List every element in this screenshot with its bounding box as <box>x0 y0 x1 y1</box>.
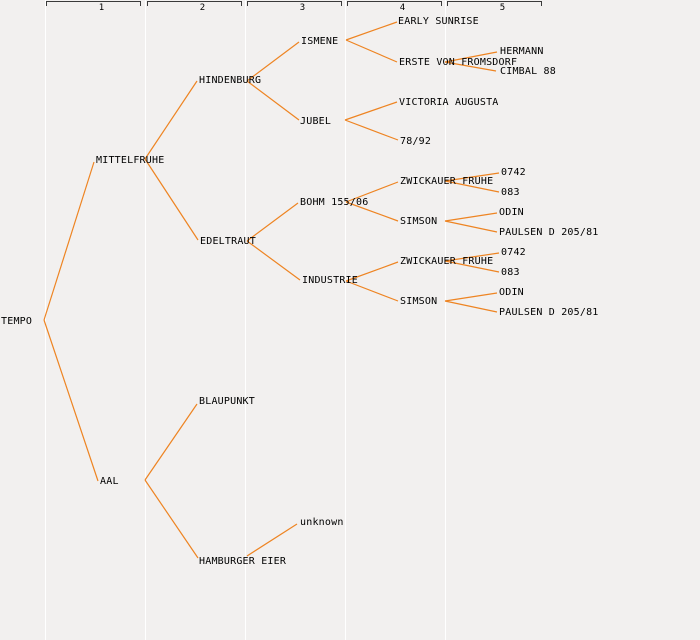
column-gridline-2 <box>145 0 146 640</box>
generation-bracket-2: 2 <box>147 1 242 13</box>
tree-node-zwickauer-fruhe-1[interactable]: ZWICKAUER FRUHE <box>400 176 494 187</box>
tree-node-odin-1[interactable]: ODIN <box>499 207 524 218</box>
pedigree-line <box>345 39 398 63</box>
pedigree-line <box>444 300 498 313</box>
tree-node-erste-von-fromsdorf[interactable]: ERSTE VON FROMSDORF <box>399 57 518 68</box>
pedigree-line <box>444 292 498 302</box>
pedigree-line <box>345 21 398 41</box>
pedigree-line <box>43 319 99 482</box>
tree-node-78-92[interactable]: 78/92 <box>400 136 432 147</box>
generation-number: 1 <box>98 3 105 13</box>
pedigree-line <box>43 161 95 321</box>
pedigree-line <box>144 80 198 160</box>
tree-node-unknown: unknown <box>300 517 344 528</box>
generation-number: 3 <box>299 3 306 13</box>
pedigree-line <box>144 479 199 559</box>
generation-bracket-3: 3 <box>247 1 342 13</box>
tree-node-early-sunrise[interactable]: EARLY SUNRISE <box>398 16 479 27</box>
tree-node-simson-1[interactable]: SIMSON <box>400 216 438 227</box>
column-gridline-5 <box>445 0 446 640</box>
tree-node-mittelfruhe[interactable]: MITTELFRUHE <box>96 155 165 166</box>
tree-node-cimbal-88[interactable]: CIMBAL 88 <box>500 66 556 77</box>
tree-node-tempo[interactable]: TEMPO <box>1 316 33 327</box>
tree-node-simson-2[interactable]: SIMSON <box>400 296 438 307</box>
tree-node-083-1[interactable]: 083 <box>501 187 520 198</box>
tree-node-paulsen-d-205-81-2[interactable]: PAULSEN D 205/81 <box>499 307 599 318</box>
pedigree-line <box>144 158 199 241</box>
tree-node-hindenburg[interactable]: HINDENBURG <box>199 75 262 86</box>
tree-node-hamburger-eier[interactable]: HAMBURGER EIER <box>199 556 287 567</box>
generation-bracket-1: 1 <box>46 1 141 13</box>
pedigree-line <box>344 101 398 121</box>
tree-node-ismene[interactable]: ISMENE <box>301 36 339 47</box>
column-gridline-4 <box>345 0 346 640</box>
tree-node-jubel[interactable]: JUBEL <box>300 116 332 127</box>
tree-node-0742-1[interactable]: 0742 <box>501 167 526 178</box>
tree-node-bohm-155-06[interactable]: BOHM 155/06 <box>300 197 369 208</box>
tree-node-victoria-augusta[interactable]: VICTORIA AUGUSTA <box>399 97 499 108</box>
pedigree-line <box>344 119 399 141</box>
tree-node-odin-2[interactable]: ODIN <box>499 287 524 298</box>
generation-number: 2 <box>199 3 206 13</box>
column-gridline-3 <box>245 0 246 640</box>
pedigree-line <box>444 220 498 233</box>
tree-node-083-2[interactable]: 083 <box>501 267 520 278</box>
pedigree-line <box>246 523 298 557</box>
tree-node-hermann[interactable]: HERMANN <box>500 46 544 57</box>
tree-node-aal[interactable]: AAL <box>100 476 119 487</box>
pedigree-line <box>144 403 198 481</box>
generation-bracket-5: 5 <box>447 1 542 13</box>
pedigree-line <box>444 212 498 222</box>
generation-bracket-4: 4 <box>347 1 442 13</box>
tree-node-industrie[interactable]: INDUSTRIE <box>302 275 358 286</box>
column-gridline-1 <box>45 0 46 640</box>
tree-node-paulsen-d-205-81-1[interactable]: PAULSEN D 205/81 <box>499 227 599 238</box>
generation-number: 4 <box>399 3 406 13</box>
tree-node-edeltraut[interactable]: EDELTRAUT <box>200 236 256 247</box>
tree-node-zwickauer-fruhe-2[interactable]: ZWICKAUER FRUHE <box>400 256 494 267</box>
tree-node-blaupunkt[interactable]: BLAUPUNKT <box>199 396 255 407</box>
generation-number: 5 <box>499 3 506 13</box>
tree-node-0742-2[interactable]: 0742 <box>501 247 526 258</box>
